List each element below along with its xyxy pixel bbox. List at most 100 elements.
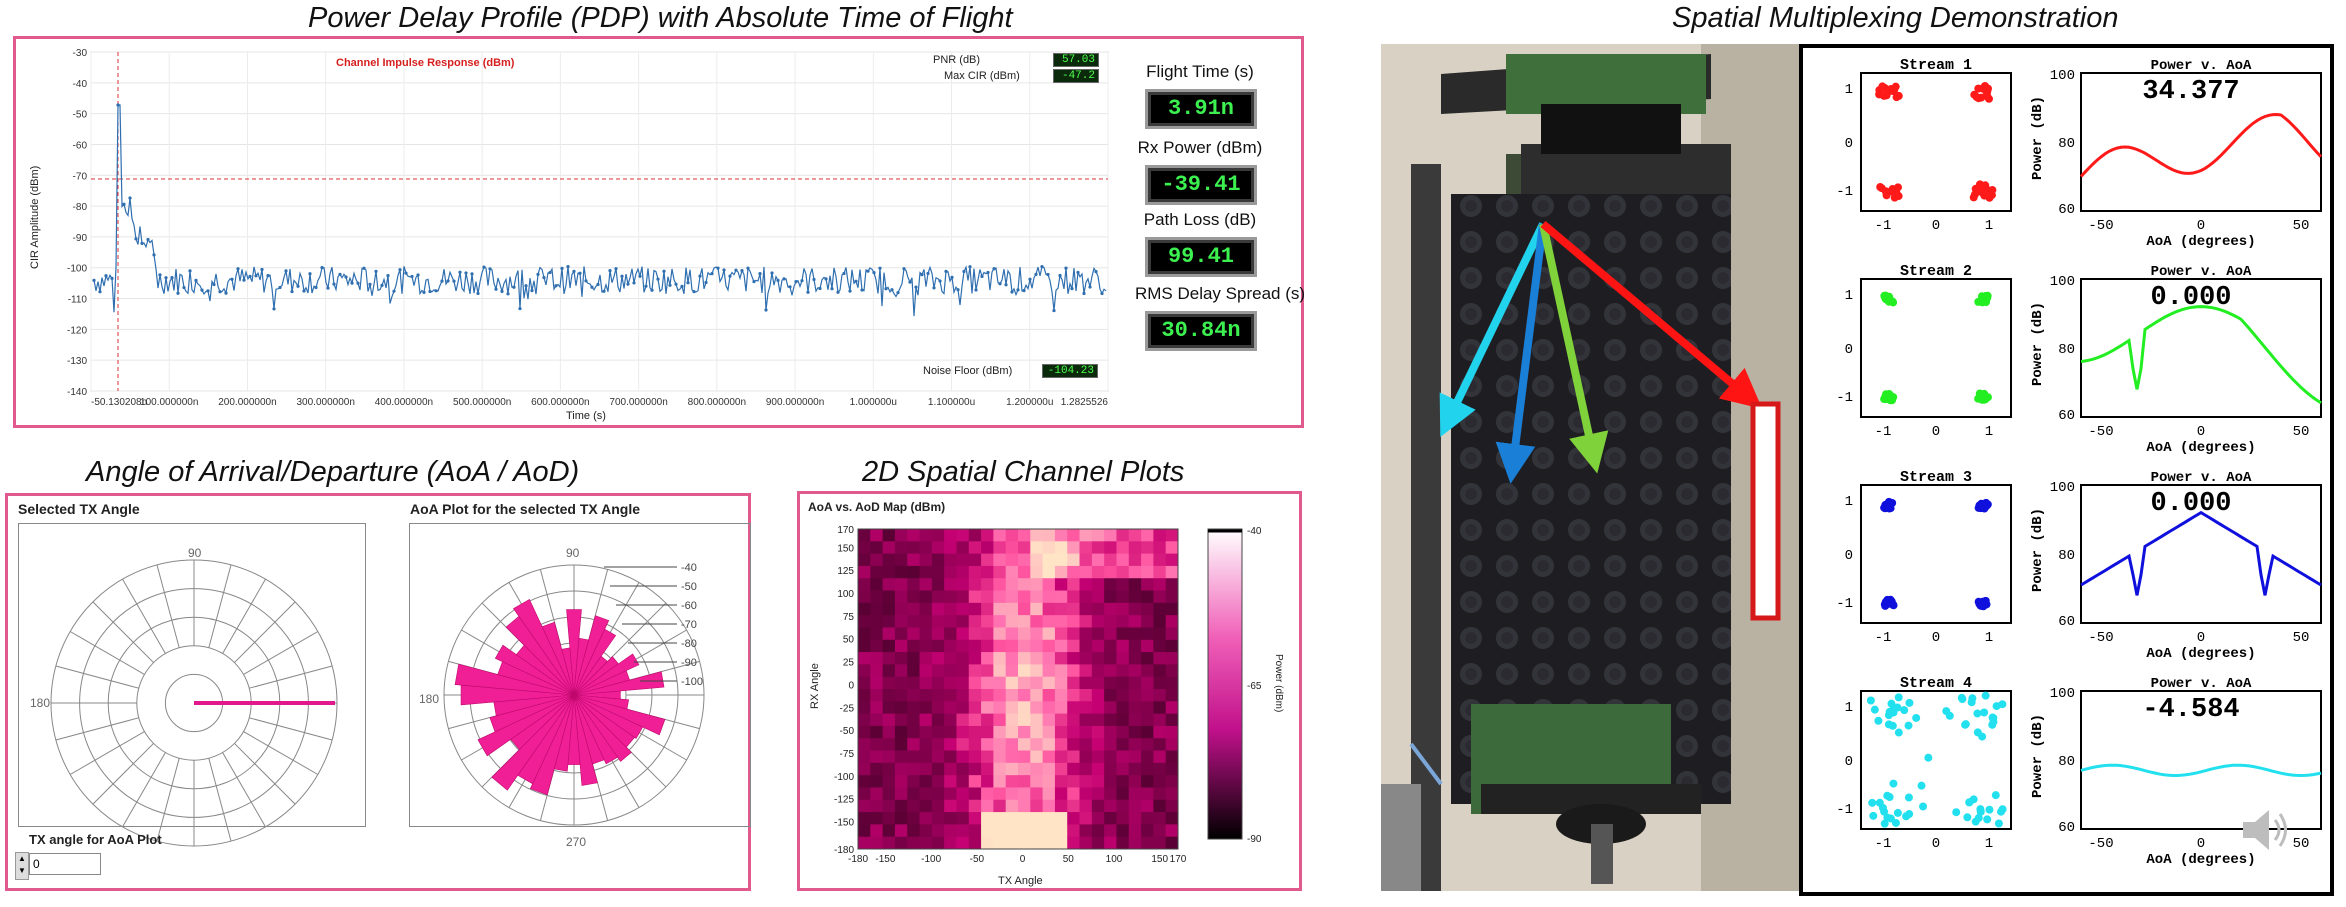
heatmap-cell	[944, 799, 957, 813]
constellation-xtick: 1	[1985, 836, 1993, 852]
heatmap-cell	[956, 713, 970, 727]
heatmap-cell	[1128, 713, 1142, 727]
heatmap-cell	[858, 565, 871, 579]
pdp-point	[1028, 277, 1032, 281]
heatmap-cell	[907, 701, 921, 715]
heatmap-cell	[931, 713, 945, 727]
pdp-point	[314, 285, 318, 290]
pdp-point	[1016, 288, 1020, 292]
heatmap-cell	[944, 652, 957, 665]
constellation-ytick: -1	[1836, 184, 1853, 200]
heatmap-cell	[882, 713, 896, 727]
pdp-point	[266, 274, 270, 278]
heatmap-ytick: 75	[843, 612, 855, 623]
constellation-point	[1942, 707, 1951, 716]
heatmap-cell	[1079, 701, 1093, 715]
heatmap-cell	[907, 615, 921, 628]
heatmap-cell	[907, 689, 921, 702]
tx-polar-90: 90	[188, 546, 202, 560]
heatmap-cell	[1030, 652, 1044, 665]
power-ytick: 100	[2050, 686, 2075, 702]
heatmap-cell	[1091, 627, 1105, 641]
pdp-point	[554, 284, 558, 288]
tx-angle-input[interactable]	[29, 853, 101, 875]
heatmap-cell	[919, 639, 933, 653]
power-xlabel: AoA (degrees)	[2146, 440, 2255, 456]
heatmap-cell	[919, 725, 933, 739]
speaker-icon[interactable]	[2235, 800, 2295, 860]
pdp-point	[914, 285, 918, 289]
heatmap-cell	[944, 676, 957, 690]
path-loss-display: 99.41	[1145, 237, 1257, 277]
heatmap-cell	[1116, 565, 1130, 579]
heatmap-cell	[981, 812, 994, 825]
heatmap-ytick: 170	[837, 525, 854, 536]
heatmap-cell	[931, 812, 945, 825]
heatmap-cell	[1054, 541, 1068, 555]
heatmap-cell	[1030, 627, 1044, 641]
heatmap-cell	[1153, 787, 1167, 801]
power-ytick: 60	[2058, 202, 2075, 218]
heatmap-cell	[1165, 725, 1179, 739]
heatmap-cell	[1116, 762, 1130, 776]
pdp-point	[746, 266, 750, 270]
heatmap-cell	[894, 762, 908, 776]
heatmap-cell	[907, 664, 921, 678]
pdp-chart-label: Channel Impulse Response (dBm)	[336, 57, 515, 69]
pdp-point	[932, 286, 936, 290]
heatmap-cell	[944, 664, 957, 678]
heatmap-cell	[1153, 824, 1167, 838]
pdp-ytick: -120	[67, 325, 87, 336]
constellation-point	[1976, 601, 1985, 610]
heatmap-cell	[1042, 652, 1056, 665]
heatmap-cell	[1091, 652, 1105, 665]
pdp-point	[140, 241, 144, 245]
heatmap-cell	[1128, 775, 1142, 788]
heatmap-cell	[1141, 836, 1154, 850]
heatmap-cell	[1116, 578, 1130, 592]
polar-spoke	[69, 631, 145, 675]
power-xtick: 50	[2293, 424, 2310, 440]
heatmap-cell	[1091, 664, 1105, 678]
colorbar-tick-top: -40	[1247, 526, 1262, 537]
heatmap-cell	[1165, 824, 1179, 838]
pdp-point	[1058, 273, 1062, 278]
heatmap-cell	[882, 725, 896, 739]
heatmap-cell	[1116, 701, 1130, 715]
heatmap-cell	[858, 713, 871, 727]
tx-stepper[interactable]: ▲ ▼	[15, 852, 29, 880]
heatmap-cell	[1153, 529, 1167, 542]
heatmap-cell	[1067, 553, 1081, 567]
heatmap-panel: AoA vs. AoD Map (dBm) -180 -150 -100 -50 0 50…	[797, 491, 1302, 891]
heatmap-cell	[1067, 787, 1081, 801]
pdp-point	[212, 282, 216, 287]
constellation-point	[1994, 819, 2003, 828]
heatmap-cell	[944, 689, 957, 702]
heatmap-cell	[1018, 799, 1031, 813]
heatmap-cell	[956, 565, 970, 579]
heatmap-cell	[1018, 738, 1031, 752]
constellation-point	[1998, 805, 2007, 814]
heatmap-cell	[1005, 602, 1019, 616]
heatmap-cell	[944, 824, 957, 838]
heatmap-cell	[1054, 664, 1068, 678]
heatmap-cell	[1141, 578, 1154, 592]
heatmap-cell	[1104, 750, 1117, 764]
heatmap-cell	[931, 738, 945, 752]
heatmap-cell	[1091, 676, 1105, 690]
heatmap-cell	[1005, 775, 1019, 788]
pdp-point	[950, 275, 954, 279]
pdp-point	[644, 284, 648, 288]
heatmap-cell	[956, 836, 970, 850]
pdp-point	[968, 265, 972, 269]
heatmap-cell	[1153, 713, 1167, 727]
pdp-point	[668, 283, 672, 287]
stream-angle-value: -4.584	[2142, 695, 2239, 725]
heatmap-xtick: -180	[848, 854, 868, 865]
heatmap-cell	[1079, 787, 1093, 801]
pdp-point	[368, 282, 372, 286]
heatmap-cell	[894, 713, 908, 727]
heatmap-cell	[1165, 590, 1179, 604]
constellation-point	[1887, 393, 1896, 402]
power-ylabel: Power (dB)	[2030, 714, 2046, 798]
